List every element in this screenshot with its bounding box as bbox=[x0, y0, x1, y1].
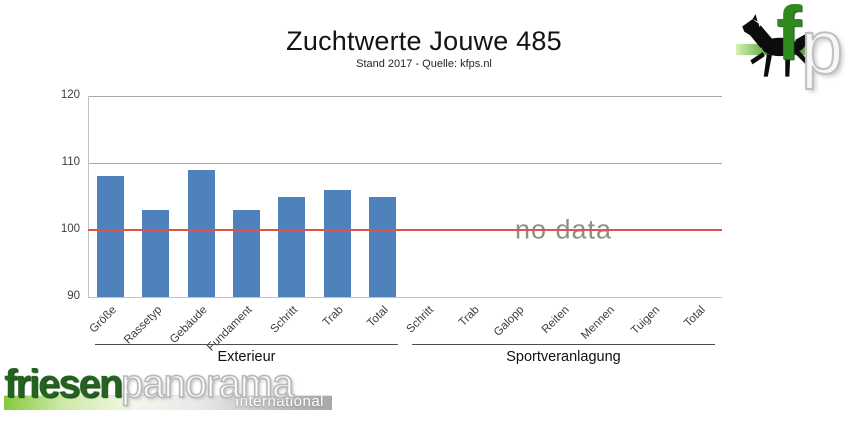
brand-word-friesen: friesen bbox=[4, 362, 123, 406]
y-tick-label: 100 bbox=[60, 223, 80, 235]
y-tick-label: 120 bbox=[60, 89, 80, 101]
bar-rassetyp bbox=[142, 209, 170, 297]
x-tick-label: Mennen bbox=[579, 304, 618, 342]
group-line-1 bbox=[411, 344, 716, 345]
brand-tagline: International bbox=[234, 393, 324, 410]
y-axis-line bbox=[88, 96, 89, 297]
fp-letter-p: p bbox=[800, 5, 844, 90]
x-tick-label: Trab bbox=[456, 304, 482, 329]
gridline-120 bbox=[88, 96, 722, 97]
x-tick-label: Tuigen bbox=[629, 304, 663, 338]
x-tick-label: Trab bbox=[320, 304, 346, 329]
brand-wordmark: friesenpanorama bbox=[4, 362, 334, 406]
fp-logo: f p bbox=[734, 0, 844, 96]
bar-trab bbox=[323, 189, 351, 297]
chart-subtitle: Stand 2017 - Quelle: kfps.nl bbox=[356, 58, 492, 70]
horse-icon bbox=[736, 14, 814, 77]
group-label-1: Sportveranlagung bbox=[506, 349, 621, 365]
bar-gebäude bbox=[187, 169, 215, 297]
x-tick-label: Total bbox=[365, 304, 391, 330]
bar-größe bbox=[97, 176, 125, 297]
group-label-0: Exterieur bbox=[217, 349, 276, 365]
x-tick-label: Total bbox=[682, 304, 708, 330]
reference-line-100 bbox=[88, 229, 722, 231]
bar-total bbox=[368, 196, 396, 297]
x-tick-label: Reiten bbox=[539, 304, 572, 336]
gridline-110 bbox=[88, 163, 722, 164]
brand-gradient-band: International bbox=[4, 393, 332, 410]
x-tick-label: Größe bbox=[87, 304, 120, 336]
x-tick-label: Gebäude bbox=[167, 304, 210, 346]
x-tick-label: Fundament bbox=[205, 304, 255, 354]
friesenpanorama-logo: friesenpanorama International bbox=[4, 362, 334, 410]
x-axis-line bbox=[88, 297, 722, 298]
brand-word-panorama: panorama bbox=[120, 362, 295, 406]
group-line-0 bbox=[94, 344, 399, 345]
y-tick-label: 110 bbox=[61, 156, 80, 168]
x-tick-label: Rassetyp bbox=[122, 304, 165, 347]
y-tick-label: 90 bbox=[67, 290, 80, 302]
fp-letter-f: f bbox=[776, 0, 802, 76]
x-tick-label: Schritt bbox=[404, 304, 437, 336]
x-tick-label: Schritt bbox=[268, 304, 301, 336]
bar-schritt bbox=[278, 196, 306, 297]
chart-title: Zuchtwerte Jouwe 485 bbox=[286, 26, 562, 56]
x-tick-label: Galopp bbox=[491, 304, 527, 339]
bar-fundament bbox=[233, 209, 260, 297]
